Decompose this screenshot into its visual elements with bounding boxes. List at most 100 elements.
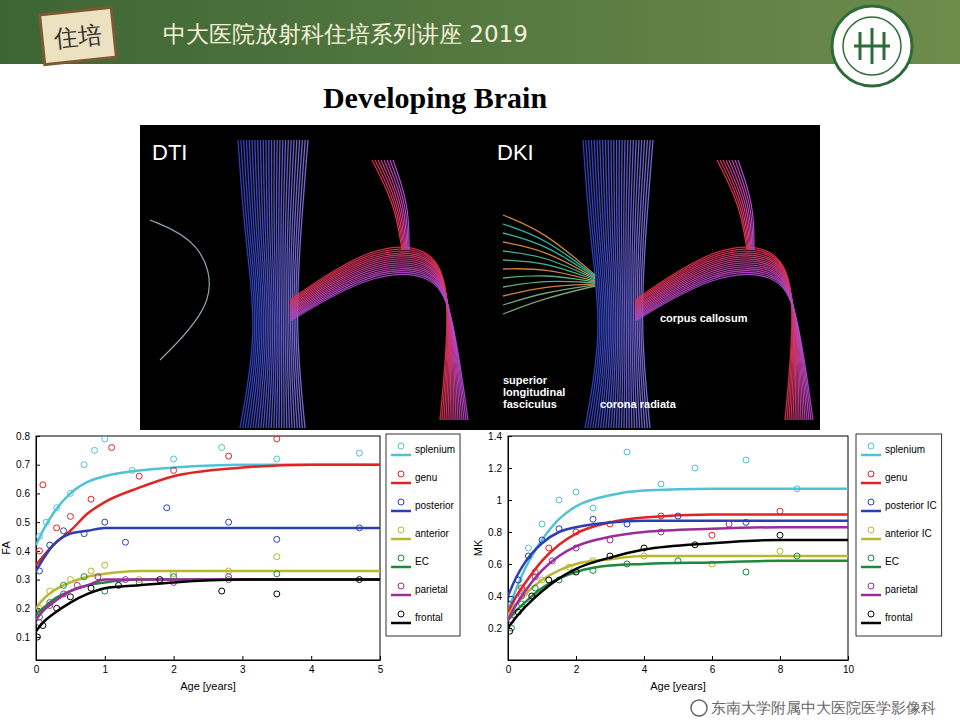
y-tick-label: 1.2: [488, 463, 502, 474]
data-point: [36, 634, 40, 640]
data-point: [136, 473, 142, 479]
legend-marker: [398, 471, 404, 477]
corona-fiber: [279, 140, 280, 428]
x-tick: 4: [642, 656, 648, 675]
callosum-fiber: [290, 267, 460, 420]
legend-marker: [868, 555, 874, 561]
legend-label: genu: [415, 472, 437, 483]
legend-line: [391, 622, 411, 625]
x-tick-mark: [105, 656, 106, 660]
legend-item: anterior: [391, 527, 450, 539]
x-tick-mark: [576, 656, 577, 660]
data-point: [573, 489, 579, 495]
legend-item: EC: [391, 555, 429, 567]
legend-box: [856, 434, 942, 636]
legend-marker: [868, 527, 874, 533]
x-tick-label: 3: [240, 664, 246, 675]
legend-line: [861, 482, 881, 485]
plot-marks: [508, 449, 848, 634]
callosum-fiber: [290, 273, 466, 420]
data-point: [508, 628, 513, 634]
data-point: [95, 574, 101, 580]
data-point: [777, 548, 783, 554]
legend: spleniumgenuposterioranteriorECparietalf…: [386, 434, 460, 636]
plot-frame: [508, 436, 848, 660]
data-point: [777, 532, 783, 538]
legend-item: EC: [861, 555, 899, 567]
data-point: [54, 525, 60, 531]
legend-label: posterior IC: [885, 500, 937, 511]
y-tick-mark: [36, 493, 40, 494]
x-tick-label: 6: [710, 664, 716, 675]
header-title: 中大医院放射科住培系列讲座 2019: [163, 21, 528, 47]
y-tick: 0.5: [16, 517, 40, 528]
y-tick: 0.1: [16, 632, 40, 643]
logo-inner: [843, 17, 901, 75]
watermark-icon: [691, 700, 707, 716]
callosum-fiber: [635, 259, 797, 420]
callosum-fiber: [738, 160, 754, 250]
legend-line: [861, 454, 881, 457]
callosum-fiber: [635, 261, 799, 420]
y-tick: 1: [496, 495, 512, 506]
chart: 02468100.20.40.60.811.21.4Age [years]MK: [472, 431, 854, 692]
fit-line: [36, 528, 380, 571]
y-tick-mark: [508, 564, 512, 565]
callosum-fiber: [387, 160, 407, 250]
legend-marker: [398, 443, 404, 449]
y-tick-mark: [36, 465, 40, 466]
data-point: [122, 539, 128, 545]
fit-line: [36, 465, 380, 566]
y-tick: 0.6: [488, 559, 512, 570]
y-tick: 1.2: [488, 463, 512, 474]
header-bar: [0, 0, 960, 64]
y-tick-label: 1: [496, 495, 502, 506]
callosum-fiber: [290, 257, 451, 420]
data-point: [164, 505, 170, 511]
x-tick-mark: [848, 656, 849, 660]
y-tick-mark: [36, 436, 40, 437]
data-point: [40, 482, 46, 488]
y-tick-label: 0.8: [16, 431, 30, 442]
y-axis-title: FA: [0, 541, 12, 555]
legend-line: [391, 482, 411, 485]
y-tick-label: 0.7: [16, 459, 30, 470]
data-point: [67, 594, 73, 600]
callosum-fiber: [635, 263, 801, 420]
corona-fiber: [298, 140, 308, 428]
x-tick: 6: [710, 656, 716, 675]
data-point: [171, 456, 177, 462]
y-tick-mark: [508, 500, 512, 501]
data-point: [88, 585, 94, 591]
callosum-fiber: [290, 275, 468, 420]
x-tick-label: 4: [642, 664, 648, 675]
y-tick: 0.6: [16, 488, 40, 499]
y-tick-mark: [36, 637, 40, 638]
data-point: [590, 505, 596, 511]
legend-item: anterior IC: [861, 527, 932, 539]
legend-marker: [868, 583, 874, 589]
callosum-fiber: [290, 263, 456, 420]
x-tick-mark: [644, 656, 645, 660]
callosum-fiber: [735, 160, 753, 250]
x-tick-label: 1: [103, 664, 109, 675]
legend-marker: [398, 555, 404, 561]
fit-line: [36, 580, 380, 632]
legend-label: splenium: [885, 444, 925, 455]
legend-item: splenium: [861, 443, 925, 455]
callosum-fiber: [635, 265, 803, 420]
y-tick-mark: [508, 436, 512, 437]
x-tick-label: 8: [778, 664, 784, 675]
legend-label: anterior IC: [885, 528, 932, 539]
legend-item: frontal: [861, 611, 913, 623]
x-axis: 0246810: [506, 656, 855, 675]
data-point: [102, 562, 108, 568]
legend-line: [391, 454, 411, 457]
fit-line: [36, 571, 380, 608]
watermark: 东南大学附属中大医院医学影像科: [691, 699, 936, 717]
corona-fiber: [276, 140, 278, 428]
callosum-fiber: [726, 160, 750, 250]
data-point: [356, 450, 362, 456]
callosum-fiber: [732, 160, 752, 250]
legend-item: genu: [391, 471, 437, 483]
